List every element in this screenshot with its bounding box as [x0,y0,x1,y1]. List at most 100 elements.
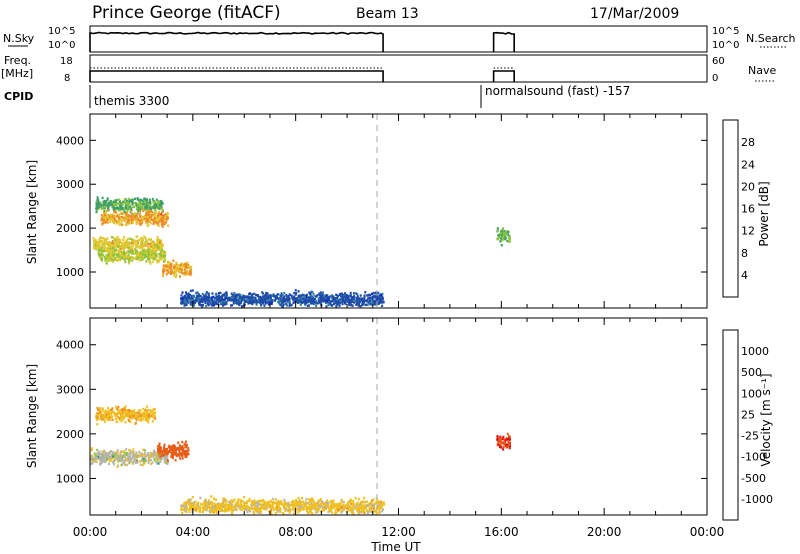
power-cell [148,258,151,261]
power-cell [151,260,154,263]
power-cell [134,213,137,217]
power-cell [266,292,269,295]
power-cell [125,245,128,248]
velocity-cell [363,509,366,513]
power-cell [233,291,236,295]
power-cell [137,251,140,254]
power-cell [107,254,110,257]
power-cell [268,298,271,301]
power-cell [243,295,246,298]
power-cell [149,252,152,255]
velocity-cell [163,458,166,461]
x-tick-label-5: 20:00 [587,525,622,539]
power-cell [111,205,114,209]
power-cell [111,218,114,222]
nave-tick-top: 60 [712,56,725,67]
velocity-cell [97,408,100,411]
velocity-cell [201,503,204,506]
power-cell [162,214,165,217]
velocity-cell [154,451,157,454]
velocity-cell [381,510,383,513]
velocity-cell [127,409,130,413]
power-cell [140,198,143,202]
power-cell [184,297,187,300]
freq-label-1: Freq. [4,54,31,67]
power-cell [122,257,125,260]
velocity-cell [272,500,275,504]
power-cell [106,218,109,222]
power-cell [305,301,308,304]
velocity-cell [264,508,267,511]
power-cell [108,204,111,207]
velocity-cell [173,448,176,452]
velocity-cell [215,498,217,502]
power-cell [288,297,291,300]
power-cell [166,269,169,272]
power-cell [237,293,240,297]
velocity-cell [276,510,279,513]
velocity-cell [164,448,167,451]
power-cell [347,302,350,305]
velocity-cell [157,462,160,465]
velocity-cell [151,409,154,413]
power-cell [502,232,505,235]
power-cell [247,295,250,299]
velocity-cell [332,499,335,502]
power-cell [212,302,215,306]
velocity-cell [142,453,145,456]
power-cell [361,303,364,306]
velocity-cell [356,508,359,512]
velocity-cell [236,505,239,508]
power-cell [123,253,125,256]
velocity-cell [359,503,362,506]
velocity-cell [183,453,186,456]
power-ytick-label-3000: 3000 [56,178,84,191]
power-cell [113,216,116,220]
power-cell [351,304,354,307]
velocity-cell [498,445,501,449]
power-cell [255,303,258,306]
power-cell [293,298,296,301]
power-cell [139,222,142,226]
velocity-cell [261,506,264,509]
velocity-colorbar-tick: 100 [741,387,762,400]
velocity-cell [123,461,126,464]
power-cell [151,219,154,222]
power-cell [105,221,108,224]
velocity-cell [506,432,509,436]
velocity-cell [166,460,169,464]
power-cell [349,302,352,305]
velocity-cell [136,411,139,414]
power-cell [161,209,164,212]
velocity-cell [121,411,124,414]
power-cell [166,265,169,268]
velocity-cell [508,435,510,438]
velocity-cell [157,456,160,459]
power-cell [150,256,153,259]
power-cell [147,252,150,255]
power-cell [112,250,115,253]
power-cell [140,203,143,206]
power-cell [286,298,289,301]
velocity-cell [95,460,98,463]
power-cell [118,217,120,220]
power-cell [123,255,126,258]
velocity-cell [192,501,195,504]
power-cell [143,256,146,259]
velocity-cell [322,507,325,511]
velocity-cell [332,503,334,506]
power-cell [115,222,118,225]
power-cell [151,211,154,214]
power-cell [140,251,142,254]
power-cell [144,236,147,240]
power-cell [218,297,221,300]
velocity-cell [328,508,331,512]
power-cell [103,239,106,243]
power-cell [120,257,123,260]
velocity-cell [287,501,290,505]
velocity-cell [226,505,229,508]
velocity-cell [159,457,162,461]
velocity-cell [108,462,110,466]
power-cell [269,301,272,304]
power-cell [139,254,142,257]
